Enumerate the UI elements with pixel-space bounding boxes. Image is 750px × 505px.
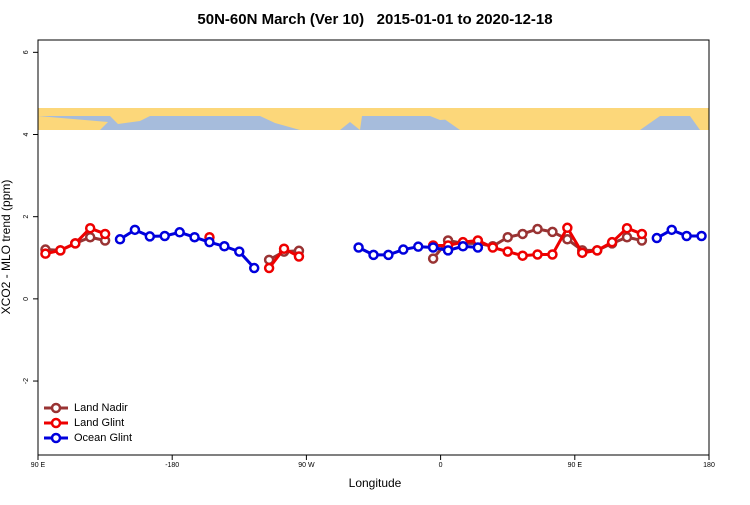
legend-label: Ocean Glint [74,432,132,444]
point [591,245,603,256]
chart-title: 50N-60N March (Ver 10) 2015-01-01 to 202… [197,11,552,28]
point [353,242,364,253]
point [248,262,260,274]
point [174,227,185,238]
point [40,248,51,259]
point [621,231,633,243]
y-axis-label: XCO2 - MLO trend (ppm) [0,180,13,315]
y-tick-label: 4 [23,132,30,136]
point [114,234,126,245]
point [263,262,275,274]
legend-marker [50,402,62,414]
point [487,242,499,253]
point [219,241,230,252]
map-strip [38,108,709,130]
point [532,249,543,260]
point [472,242,484,253]
point [517,228,528,240]
x-tick-label: 180 [703,462,715,469]
y-tick-label: 6 [23,50,30,54]
point [562,222,573,234]
point [159,230,170,242]
x-tick-label: 90 W [298,462,315,469]
point [666,224,677,236]
y-tick-label: 0 [23,297,30,301]
point [577,247,588,259]
point [84,222,96,234]
point [368,249,379,261]
point [55,245,66,256]
legend-label: Land Glint [74,417,124,429]
point [427,253,439,264]
point [547,249,558,260]
point [234,246,245,257]
plot-frame [37,39,710,456]
point [502,231,513,243]
point [427,242,439,253]
point [398,244,409,255]
point [696,230,707,242]
point [532,223,543,235]
point [383,249,394,261]
x-tick-label: 90 E [568,462,583,469]
point [412,241,424,252]
point [189,231,200,243]
y-tick-label: 2 [23,215,30,219]
point [293,251,305,262]
legend-marker [50,432,62,444]
point [129,224,141,236]
point [681,230,692,242]
point [144,231,156,242]
point [562,234,573,245]
point [651,232,663,244]
point [442,245,454,256]
legend-marker [50,417,62,429]
x-tick-label: 90 E [31,462,46,469]
point [621,222,633,234]
point [517,250,528,261]
point [84,231,96,243]
point [70,238,81,249]
point [278,243,290,254]
point [457,241,469,252]
legend-label: Land Nadir [74,402,128,414]
point [606,236,618,248]
x-tick-label: -180 [165,462,179,469]
point [204,236,215,248]
point [636,228,648,240]
x-axis-label: Longitude [349,476,402,490]
y-tick-label: -2 [23,378,30,384]
x-tick-label: 0 [439,462,443,469]
point [547,226,558,238]
point [99,228,111,240]
point [502,246,513,257]
